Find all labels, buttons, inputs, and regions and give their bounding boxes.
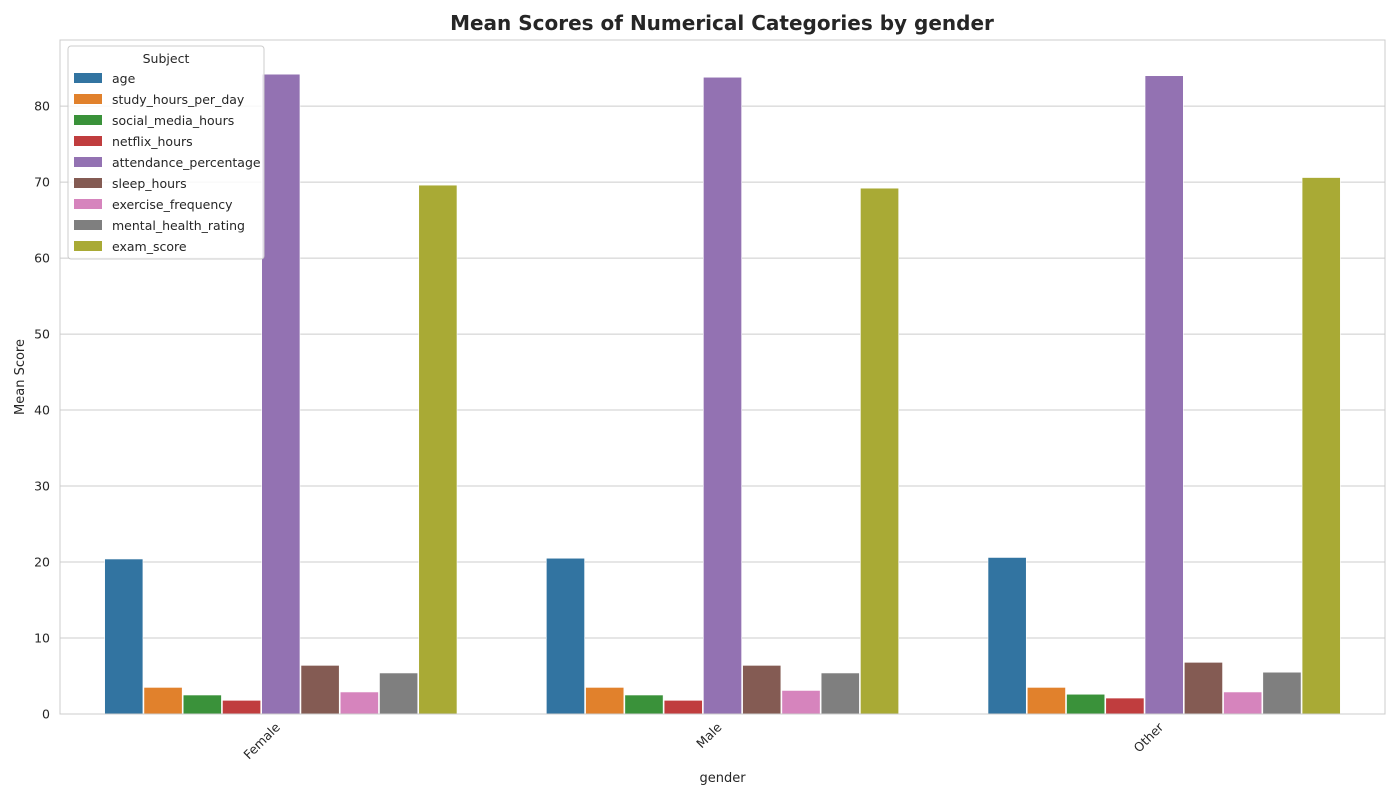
x-tick-labels: Female Male Other (240, 719, 1167, 762)
bar-exam-score-male (860, 187, 899, 715)
legend-title: Subject (143, 51, 190, 66)
legend-label-exam-score: exam_score (112, 239, 187, 254)
legend-swatch-netflix-hours (74, 136, 102, 146)
legend-swatch-exercise-frequency (74, 199, 102, 209)
y-tick-label: 30 (34, 479, 50, 494)
x-tick-label: Male (693, 719, 725, 751)
bar-exam-score-other (1301, 177, 1341, 715)
legend-label-social-media-hours: social_media_hours (112, 113, 234, 128)
bar-social-media-hours-other (1066, 693, 1106, 715)
x-tick-label: Female (240, 719, 283, 762)
bar-exercise-frequency-other (1223, 691, 1263, 715)
bar-netflix-hours-male (663, 700, 703, 715)
legend-swatch-age (74, 73, 102, 83)
bar-netflix-hours-other (1105, 697, 1145, 715)
legend-swatch-mental-health-rating (74, 220, 102, 230)
bar-age-female (104, 558, 144, 715)
legend-label-sleep-hours: sleep_hours (112, 176, 187, 191)
y-tick-label: 10 (34, 631, 50, 646)
bar-exercise-frequency-female (339, 691, 379, 715)
legend-swatch-attendance-percentage (74, 157, 102, 167)
bar-netflix-hours-female (222, 700, 262, 715)
chart-title: Mean Scores of Numerical Categories by g… (450, 11, 994, 35)
bar-attendance-percentage-other (1144, 75, 1184, 715)
y-tick-label: 60 (34, 251, 50, 266)
bars (104, 73, 1341, 715)
x-axis-label: gender (699, 771, 746, 786)
bar-age-male (546, 557, 585, 715)
bar-exam-score-female (418, 184, 458, 715)
legend-swatch-study-hours-per-day (74, 94, 102, 104)
y-tick-labels: 0 10 20 30 40 50 60 70 80 (34, 99, 50, 722)
plot-frame (59, 39, 1386, 715)
legend-label-attendance-percentage: attendance_percentage (112, 155, 261, 170)
bar-exercise-frequency-male (781, 690, 821, 715)
y-tick-label: 0 (42, 707, 50, 722)
x-tick-label: Other (1131, 719, 1167, 755)
bar-study-hours-per-day-male (585, 687, 625, 715)
bar-sleep-hours-female (300, 665, 340, 715)
legend-label-study-hours-per-day: study_hours_per_day (112, 92, 245, 107)
y-tick-label: 70 (34, 175, 50, 190)
bar-study-hours-per-day-female (143, 687, 183, 715)
legend-swatch-exam-score (74, 241, 102, 251)
y-tick-label: 50 (34, 327, 50, 342)
bar-study-hours-per-day-other (1026, 687, 1066, 715)
bar-mental-health-rating-other (1262, 671, 1302, 715)
legend-label-mental-health-rating: mental_health_rating (112, 218, 245, 233)
bar-sleep-hours-male (742, 665, 782, 715)
legend: Subject age study_hours_per_day social_med… (67, 45, 265, 260)
legend-label-netflix-hours: netflix_hours (112, 134, 193, 149)
bar-social-media-hours-male (624, 694, 664, 715)
legend-box (67, 45, 265, 260)
legend-label-age: age (112, 71, 136, 86)
legend-swatch-sleep-hours (74, 178, 102, 188)
legend-swatch-social-media-hours (74, 115, 102, 125)
bar-social-media-hours-female (182, 694, 222, 715)
y-tick-label: 40 (34, 403, 50, 418)
bar-attendance-percentage-male (703, 76, 742, 715)
bar-attendance-percentage-female (261, 73, 301, 715)
bar-mental-health-rating-male (820, 672, 860, 715)
bar-age-other (987, 557, 1027, 715)
bar-sleep-hours-other (1183, 662, 1223, 715)
legend-label-exercise-frequency: exercise_frequency (112, 197, 233, 212)
bar-mental-health-rating-female (379, 672, 419, 715)
y-tick-label: 20 (34, 555, 50, 570)
y-axis-label: Mean Score (13, 339, 28, 415)
y-tick-label: 80 (34, 99, 50, 114)
